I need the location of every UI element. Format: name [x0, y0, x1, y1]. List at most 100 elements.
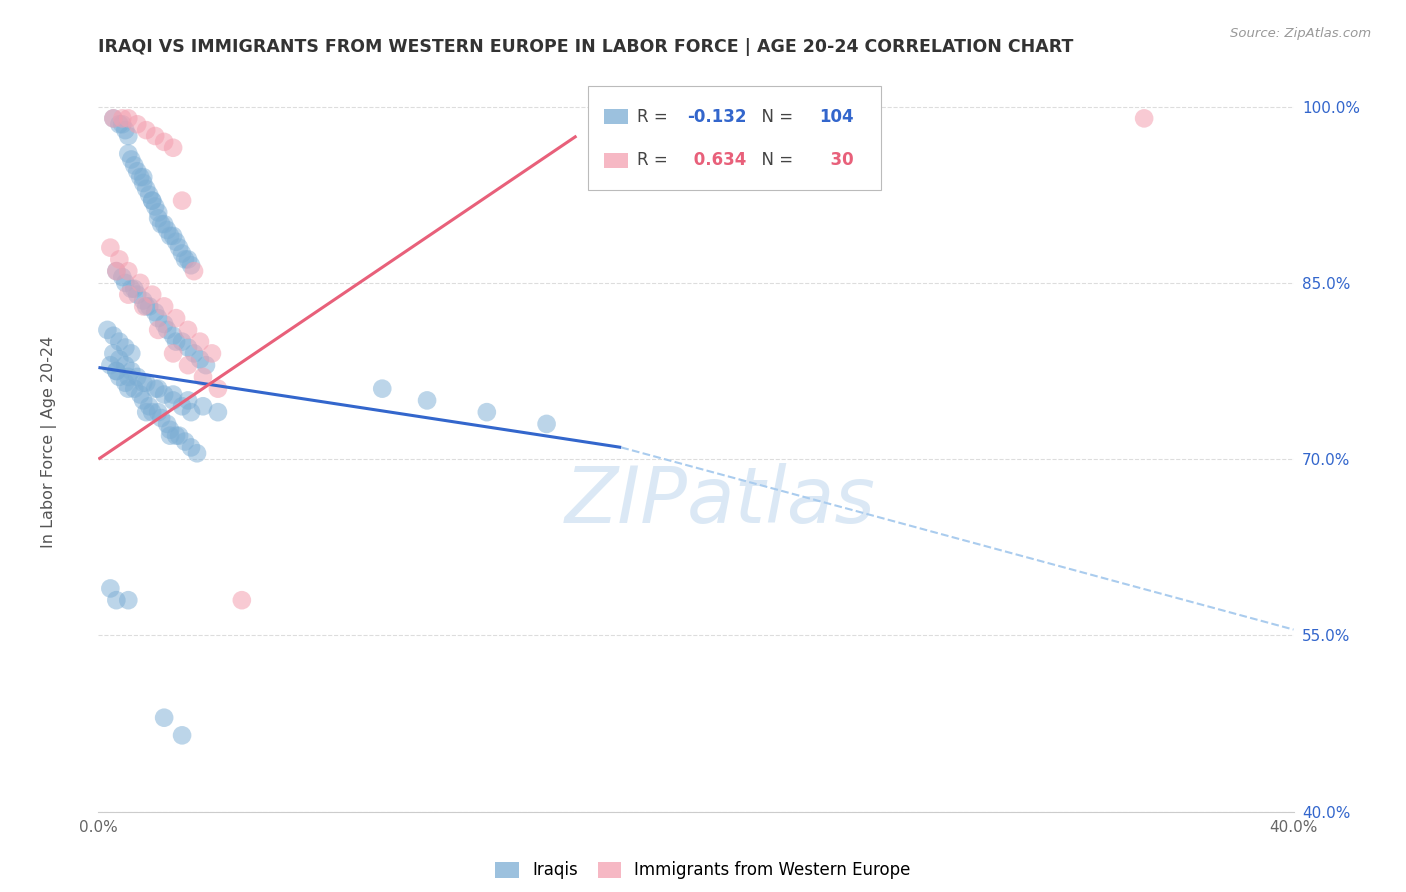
Point: [108, 352, 131, 367]
Point: [162, 328, 184, 343]
Point: [153, 135, 176, 149]
Point: [177, 358, 200, 372]
Point: [177, 323, 200, 337]
Point: [132, 176, 155, 190]
Point: [138, 399, 160, 413]
Point: [153, 299, 176, 313]
Point: [120, 364, 142, 378]
Point: [129, 276, 152, 290]
Point: [143, 200, 166, 214]
Point: [177, 341, 200, 355]
Point: [114, 376, 136, 390]
Point: [132, 376, 155, 390]
Point: [162, 387, 184, 401]
Point: [165, 235, 187, 249]
Point: [117, 382, 139, 396]
Point: [536, 417, 558, 431]
Point: [475, 405, 498, 419]
Point: [165, 428, 187, 442]
Text: -0.132: -0.132: [688, 108, 747, 126]
Point: [111, 270, 134, 285]
Point: [143, 128, 166, 143]
Point: [105, 364, 128, 378]
Point: [96, 323, 118, 337]
Point: [129, 387, 152, 401]
Point: [111, 112, 134, 126]
Point: [135, 299, 157, 313]
Point: [108, 334, 131, 349]
Point: [188, 334, 211, 349]
Point: [124, 282, 146, 296]
Point: [177, 252, 200, 267]
Point: [132, 293, 155, 308]
Point: [177, 393, 200, 408]
Point: [159, 228, 181, 243]
Point: [114, 276, 136, 290]
Text: 30: 30: [820, 151, 853, 169]
Text: Source: ZipAtlas.com: Source: ZipAtlas.com: [1230, 27, 1371, 40]
Point: [138, 187, 160, 202]
Point: [143, 305, 166, 319]
Point: [207, 382, 229, 396]
Point: [135, 405, 157, 419]
Point: [108, 370, 131, 384]
Point: [172, 399, 194, 413]
Point: [111, 117, 134, 131]
Point: [172, 194, 194, 208]
Point: [127, 287, 149, 301]
Point: [371, 382, 394, 396]
FancyBboxPatch shape: [605, 110, 628, 124]
Point: [132, 170, 155, 185]
Point: [135, 182, 157, 196]
Point: [1133, 112, 1156, 126]
Point: [180, 258, 202, 272]
Point: [103, 112, 125, 126]
Point: [156, 323, 179, 337]
Point: [117, 264, 139, 278]
Point: [114, 123, 136, 137]
Text: R =: R =: [637, 151, 673, 169]
Point: [153, 317, 176, 331]
Point: [153, 711, 176, 725]
Point: [127, 164, 149, 178]
Point: [103, 346, 125, 360]
Point: [148, 211, 170, 226]
Point: [129, 170, 152, 185]
Point: [105, 364, 128, 378]
Point: [191, 370, 214, 384]
Point: [105, 593, 128, 607]
Point: [207, 405, 229, 419]
Point: [148, 323, 170, 337]
Point: [103, 112, 125, 126]
Point: [141, 405, 163, 419]
Point: [141, 287, 163, 301]
Point: [105, 264, 128, 278]
Text: IRAQI VS IMMIGRANTS FROM WESTERN EUROPE IN LABOR FORCE | AGE 20-24 CORRELATION C: IRAQI VS IMMIGRANTS FROM WESTERN EUROPE …: [98, 38, 1074, 56]
Point: [120, 153, 142, 167]
Point: [117, 146, 139, 161]
Point: [135, 376, 157, 390]
Point: [150, 411, 173, 425]
Point: [195, 358, 218, 372]
Y-axis label: In Labor Force | Age 20-24: In Labor Force | Age 20-24: [41, 335, 56, 548]
Point: [127, 370, 149, 384]
Point: [103, 328, 125, 343]
Point: [231, 593, 253, 607]
Point: [117, 128, 139, 143]
Point: [159, 428, 181, 442]
Point: [148, 311, 170, 326]
Point: [117, 370, 139, 384]
Point: [183, 264, 205, 278]
Point: [186, 446, 208, 460]
Point: [127, 117, 149, 131]
Legend: Iraqis, Immigrants from Western Europe: Iraqis, Immigrants from Western Europe: [495, 861, 911, 880]
Point: [108, 117, 131, 131]
Point: [117, 593, 139, 607]
FancyBboxPatch shape: [605, 153, 628, 168]
Point: [98, 241, 122, 255]
Point: [148, 405, 170, 419]
Point: [162, 346, 184, 360]
Point: [98, 358, 122, 372]
Point: [159, 423, 181, 437]
Point: [117, 112, 139, 126]
